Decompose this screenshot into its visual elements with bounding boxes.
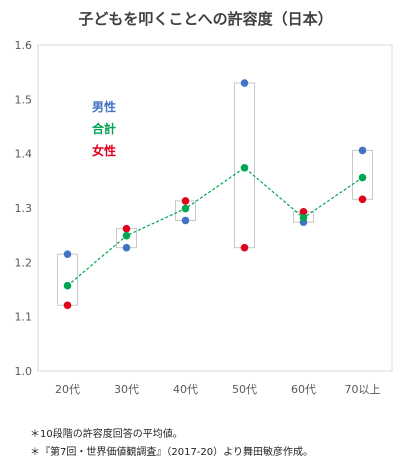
data-point-female xyxy=(122,224,131,233)
data-point-male xyxy=(358,146,367,155)
x-tick-label: 30代 xyxy=(114,383,139,396)
y-tick-label: 1.1 xyxy=(15,311,33,324)
data-point-male xyxy=(181,216,190,225)
legend-item-male: 男性 xyxy=(92,100,117,114)
total-trend-line xyxy=(67,167,363,287)
x-tick-label: 70以上 xyxy=(345,383,381,396)
range-box xyxy=(57,253,78,306)
data-point-male xyxy=(240,79,249,87)
data-point-female xyxy=(358,195,367,204)
legend-item-total: 合計 xyxy=(92,122,117,136)
data-point-total xyxy=(358,173,367,182)
x-tick-label: 60代 xyxy=(291,383,316,396)
data-point-total xyxy=(299,213,308,222)
legend: 男性 合計 女性 xyxy=(92,96,116,162)
x-tick-label: 20代 xyxy=(55,383,80,396)
data-point-female xyxy=(240,243,249,252)
y-tick-label: 1.4 xyxy=(15,148,33,161)
legend-item-female: 女性 xyxy=(92,144,117,158)
y-tick-label: 1.2 xyxy=(15,256,33,269)
x-tick-label: 40代 xyxy=(173,383,198,396)
y-tick-label: 1.3 xyxy=(15,202,33,215)
plot-area-border xyxy=(37,44,393,372)
data-point-male xyxy=(122,243,131,252)
data-point-total xyxy=(63,281,72,290)
footnote-2: ＊『第7回・世界価値観調査』（2017-20）より舞田敏彦作成。 xyxy=(30,447,313,458)
data-point-total xyxy=(181,204,190,213)
data-point-female xyxy=(63,301,72,310)
y-tick-label: 1.5 xyxy=(15,93,33,106)
x-tick-label: 50代 xyxy=(232,383,257,396)
data-point-male xyxy=(63,250,72,258)
y-tick-label: 1.6 xyxy=(15,39,33,52)
chart-title: 子どもを叩くことへの許容度（日本） xyxy=(78,10,333,28)
footnote-1: ＊10段階の許容度回答の平均値。 xyxy=(30,429,183,440)
footnotes: ＊10段階の許容度回答の平均値。 ＊『第7回・世界価値観調査』（2017-20）… xyxy=(30,426,313,462)
data-point-total xyxy=(240,163,249,172)
y-tick-label: 1.0 xyxy=(15,365,33,378)
data-point-female xyxy=(299,208,308,216)
data-point-total xyxy=(122,231,131,240)
data-point-female xyxy=(181,197,190,205)
